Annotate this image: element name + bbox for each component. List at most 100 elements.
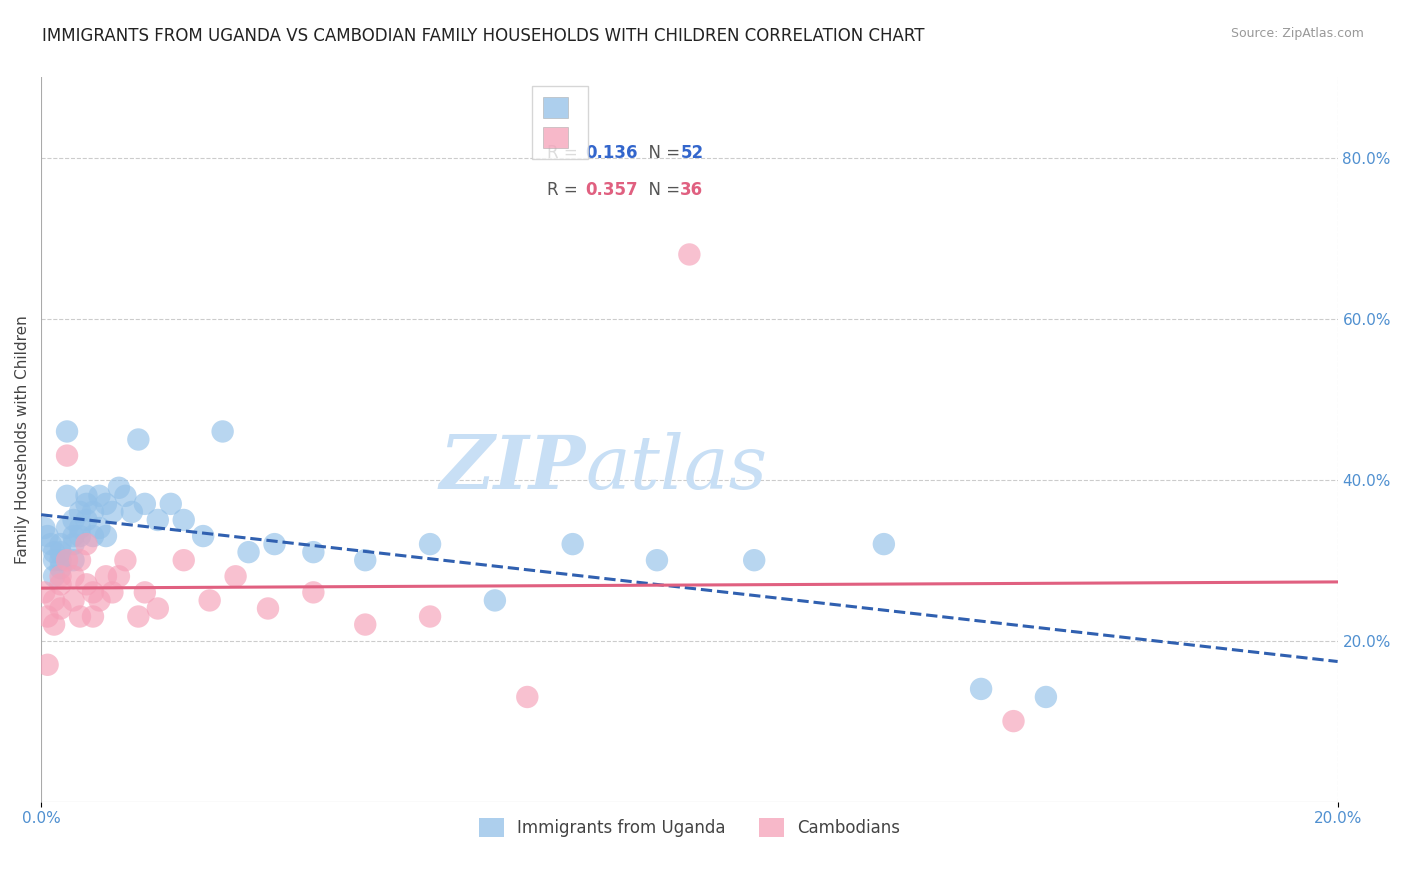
Text: R =: R = [547, 181, 582, 199]
Point [62, 553, 84, 567]
Point [49, 577, 72, 591]
Point [69, 609, 91, 624]
Point [69, 505, 91, 519]
Text: R =: R = [547, 145, 582, 162]
Point [101, 505, 124, 519]
Point [76, 577, 98, 591]
Point [211, 425, 233, 439]
Point [56, 449, 79, 463]
Point [76, 497, 98, 511]
Y-axis label: Family Households with Children: Family Households with Children [15, 315, 30, 564]
Point [94, 569, 117, 583]
Point [89, 521, 111, 535]
Point [37, 609, 59, 624]
Point [108, 481, 131, 495]
Point [484, 593, 506, 607]
Point [56, 521, 79, 535]
Point [62, 513, 84, 527]
Point [146, 601, 169, 615]
Point [42, 593, 65, 607]
Point [94, 529, 117, 543]
Text: IMMIGRANTS FROM UGANDA VS CAMBODIAN FAMILY HOUSEHOLDS WITH CHILDREN CORRELATION : IMMIGRANTS FROM UGANDA VS CAMBODIAN FAMI… [42, 27, 925, 45]
Point [1035, 690, 1057, 704]
Point [69, 529, 91, 543]
Point [42, 569, 65, 583]
Text: N =: N = [637, 145, 685, 162]
Point [114, 489, 136, 503]
Point [302, 585, 325, 599]
Point [94, 497, 117, 511]
Point [121, 505, 143, 519]
Point [62, 569, 84, 583]
Point [62, 537, 84, 551]
Point [742, 553, 765, 567]
Point [37, 657, 59, 672]
Point [238, 545, 260, 559]
Text: 52: 52 [681, 145, 703, 162]
Point [225, 569, 247, 583]
Point [419, 537, 441, 551]
Point [49, 569, 72, 583]
Point [82, 529, 104, 543]
Point [56, 425, 79, 439]
Point [89, 489, 111, 503]
Point [127, 433, 149, 447]
Point [42, 617, 65, 632]
Point [678, 247, 700, 261]
Point [419, 609, 441, 624]
Point [263, 537, 285, 551]
Point [970, 681, 993, 696]
Point [69, 521, 91, 535]
Legend: Immigrants from Uganda, Cambodians: Immigrants from Uganda, Cambodians [472, 812, 907, 844]
Text: ZIP: ZIP [440, 433, 586, 505]
Point [76, 489, 98, 503]
Point [198, 593, 221, 607]
Text: 0.357: 0.357 [586, 181, 638, 199]
Point [62, 529, 84, 543]
Point [56, 489, 79, 503]
Point [34, 585, 56, 599]
Point [101, 585, 124, 599]
Point [42, 553, 65, 567]
Text: 0.136: 0.136 [586, 145, 638, 162]
Point [173, 513, 195, 527]
Point [49, 545, 72, 559]
Point [82, 505, 104, 519]
Point [561, 537, 583, 551]
Point [49, 553, 72, 567]
Point [645, 553, 668, 567]
Point [82, 609, 104, 624]
Point [69, 553, 91, 567]
Point [37, 529, 59, 543]
Point [89, 593, 111, 607]
Point [193, 529, 215, 543]
Point [34, 521, 56, 535]
Point [134, 585, 156, 599]
Point [49, 601, 72, 615]
Point [354, 553, 377, 567]
Point [134, 497, 156, 511]
Point [173, 553, 195, 567]
Point [76, 537, 98, 551]
Text: Source: ZipAtlas.com: Source: ZipAtlas.com [1230, 27, 1364, 40]
Point [114, 553, 136, 567]
Point [516, 690, 538, 704]
Text: atlas: atlas [586, 433, 768, 505]
Point [56, 553, 79, 567]
Point [1002, 714, 1025, 728]
Point [257, 601, 280, 615]
Text: 36: 36 [681, 181, 703, 199]
Point [62, 593, 84, 607]
Point [49, 561, 72, 575]
Point [159, 497, 181, 511]
Point [49, 537, 72, 551]
Point [42, 545, 65, 559]
Point [108, 569, 131, 583]
Point [127, 609, 149, 624]
Point [302, 545, 325, 559]
Point [146, 513, 169, 527]
Point [76, 513, 98, 527]
Point [354, 617, 377, 632]
Point [82, 585, 104, 599]
Text: N =: N = [637, 181, 685, 199]
